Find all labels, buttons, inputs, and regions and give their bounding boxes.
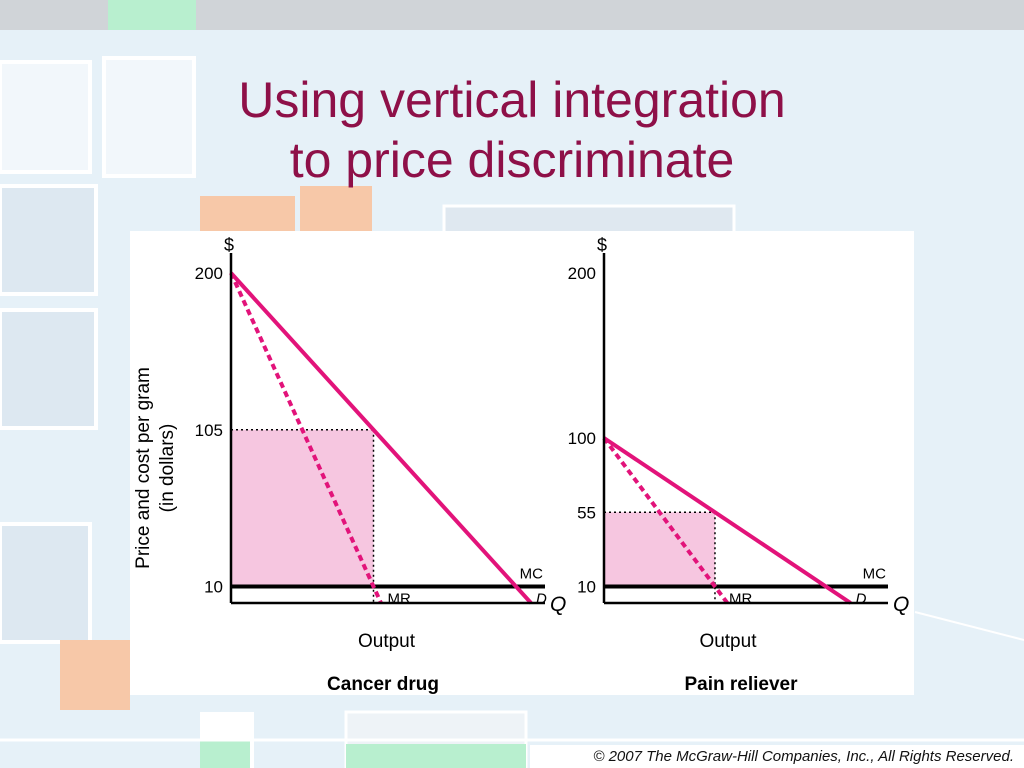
title-line-2: to price discriminate	[289, 132, 735, 188]
mc-label: MC	[863, 566, 886, 583]
chart-svg: $200 105 10 Q MC MR D Output Cancer drug Price an…	[133, 235, 909, 695]
y-axis-title-line-2: (in dollars)	[157, 424, 178, 513]
mc-label: MC	[520, 566, 543, 583]
y-tick-label: 200	[568, 264, 596, 283]
y-tick-label: 55	[577, 503, 596, 522]
panel-caption: Cancer drug	[327, 674, 439, 695]
copyright-notice: © 2007 The McGraw-Hill Companies, Inc., …	[530, 745, 1024, 768]
x-axis-label: Output	[699, 631, 757, 652]
y-axis-unit: $	[224, 235, 234, 255]
slide-title: Using vertical integration to price disc…	[0, 70, 1024, 190]
profit-region	[604, 512, 715, 587]
y-tick-label: 10	[577, 578, 596, 597]
marginal-revenue-curve	[229, 272, 383, 604]
marginal-revenue-curve	[602, 436, 729, 605]
demand-label: D	[536, 591, 547, 608]
y-axis-unit: $	[597, 235, 607, 255]
demand-label: D	[856, 591, 867, 608]
title-line-1: Using vertical integration	[238, 72, 786, 128]
x-axis-label: Output	[358, 631, 416, 652]
y-tick-label: 100	[568, 429, 596, 448]
y-axis-title-line-1: Price and cost per gram	[133, 367, 154, 569]
profit-region	[231, 429, 374, 587]
y-tick-label: 10	[204, 578, 223, 597]
y-tick-label: 105	[195, 421, 223, 440]
x-axis-letter: Q	[893, 593, 909, 616]
panel-caption: Pain reliever	[684, 674, 798, 695]
demand-curve	[602, 436, 852, 605]
y-tick-label: 200	[195, 264, 223, 283]
mr-label: MR	[729, 591, 752, 608]
mr-label: MR	[388, 591, 411, 608]
x-axis-letter: Q	[550, 593, 566, 616]
chart-panel: $200 105 10 Q MC MR D Output Cancer drug Price an…	[130, 231, 914, 695]
demand-curve	[229, 271, 533, 605]
